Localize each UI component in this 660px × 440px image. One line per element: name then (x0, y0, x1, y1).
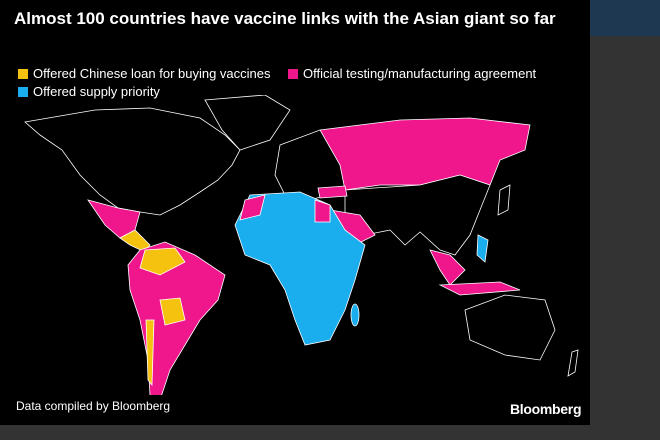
japan (497, 184, 511, 216)
source-note: Data compiled by Bloomberg (16, 399, 171, 413)
morocco (239, 194, 266, 221)
title: Almost 100 countries have vaccine links … (14, 9, 556, 28)
africa (234, 191, 366, 346)
legend-label: Official testing/manufacturing agreement (303, 66, 537, 81)
russia (319, 117, 531, 191)
new-zealand (567, 349, 579, 377)
chile (145, 319, 155, 387)
background-band (590, 0, 660, 36)
philippines (476, 234, 489, 263)
egypt (314, 199, 331, 223)
north-america (24, 107, 241, 216)
brand: Bloomberg (510, 401, 582, 417)
venezuela-colombia (139, 247, 186, 276)
southeast-asia (429, 249, 466, 286)
bolivia-paraguay (159, 297, 186, 326)
legend-item: Offered Chinese loan for buying vaccines (18, 66, 271, 82)
legend-swatch (18, 69, 28, 79)
turkey (317, 185, 348, 199)
map-panel: Almost 100 countries have vaccine links … (0, 0, 590, 425)
madagascar (350, 303, 360, 327)
legend-label: Offered Chinese loan for buying vaccines (33, 66, 271, 81)
legend-item: Offered supply priority (18, 84, 160, 100)
australia (464, 294, 556, 361)
world-map (24, 95, 579, 395)
legend-item: Official testing/manufacturing agreement (288, 66, 536, 82)
greenland (204, 95, 291, 151)
legend-label: Offered supply priority (33, 84, 160, 99)
legend-swatch (18, 87, 28, 97)
legend-swatch (288, 69, 298, 79)
indonesia (438, 281, 521, 296)
